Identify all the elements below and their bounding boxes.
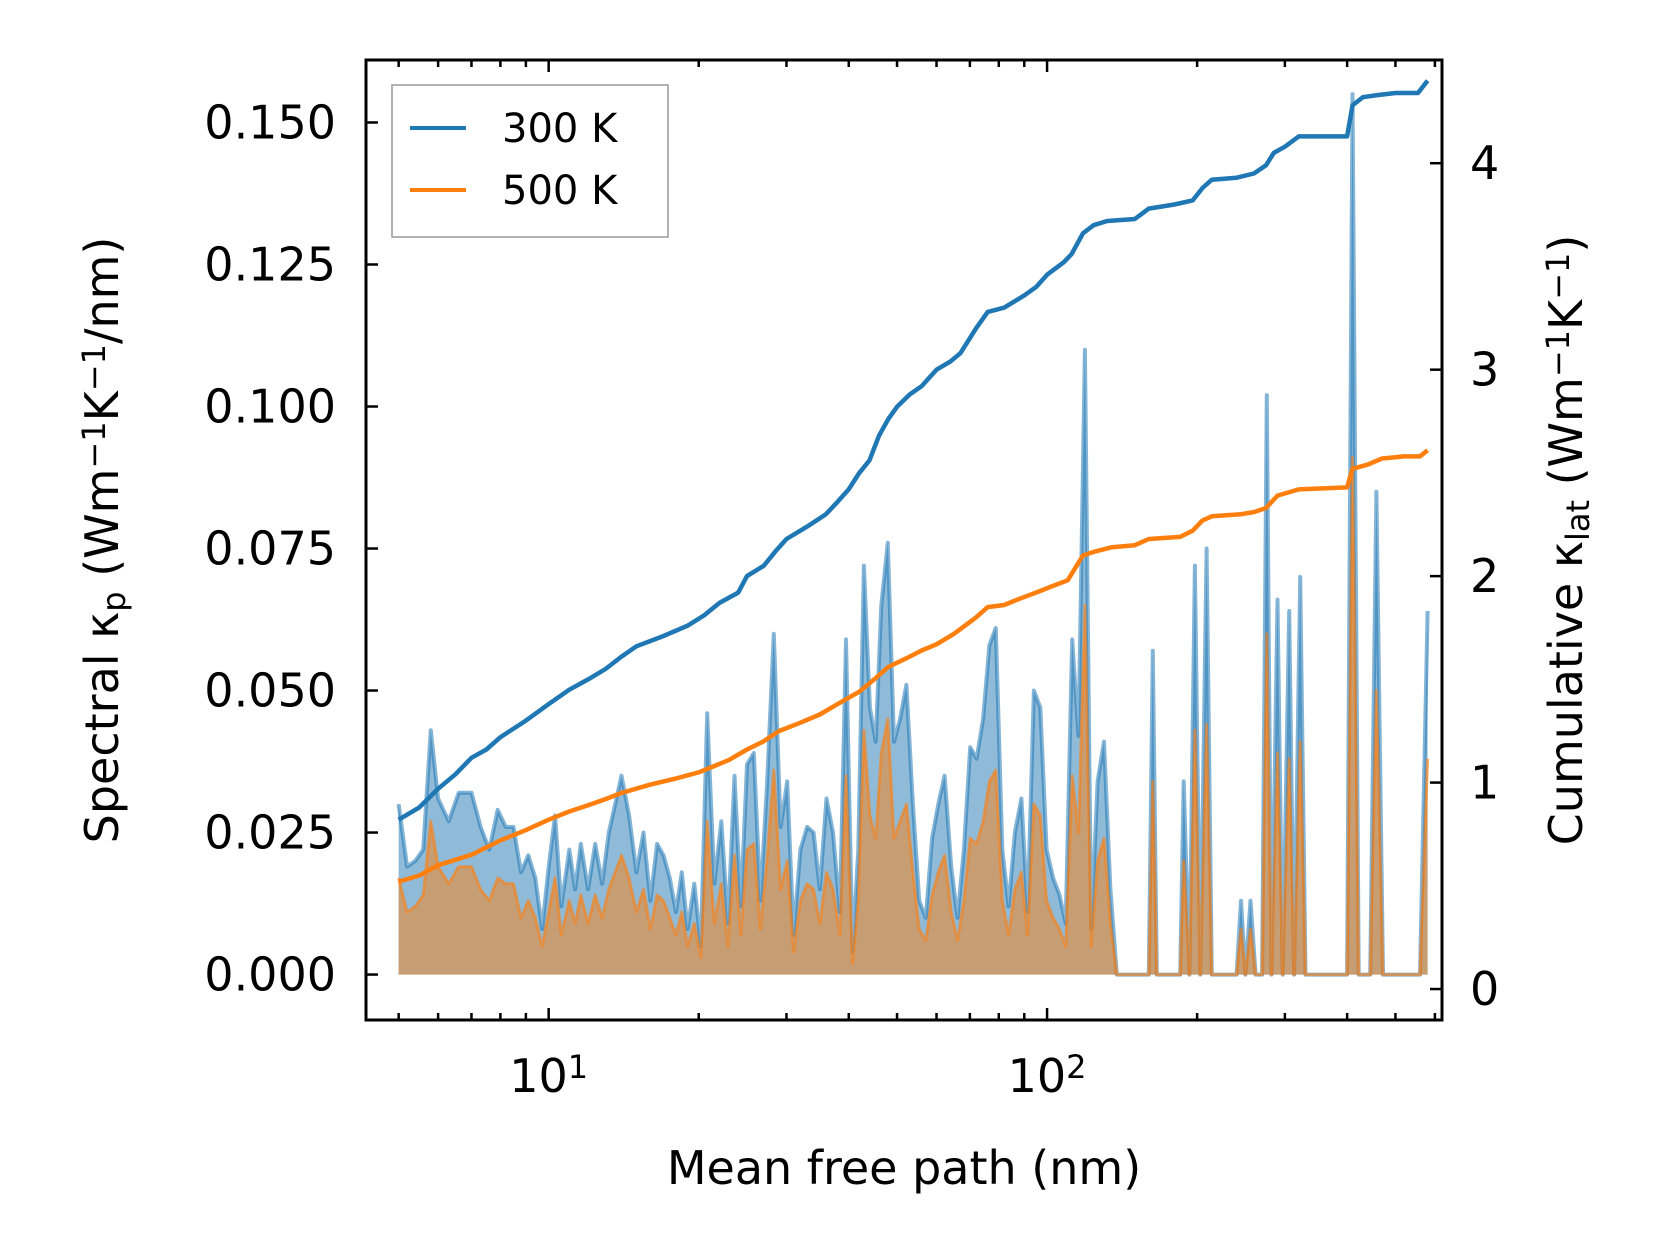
y-right-tick-label: 0 bbox=[1470, 962, 1499, 1016]
y-axis-left-title: Spectral κp (Wm−1K−1/nm) bbox=[75, 237, 133, 844]
legend-label-300k: 300 K bbox=[502, 106, 619, 152]
x-tick-label: 101 bbox=[509, 1048, 588, 1103]
x-tick-label: 102 bbox=[1008, 1048, 1087, 1103]
spectral-500k-area bbox=[398, 457, 1428, 975]
y-left-tick-label: 0.150 bbox=[204, 95, 336, 149]
y-left-tick-label: 0.075 bbox=[204, 522, 336, 576]
cumulative-500k-line bbox=[397, 448, 1430, 884]
legend-box bbox=[391, 84, 669, 238]
x-axis-title: Mean free path (nm) bbox=[667, 1141, 1141, 1195]
y-left-tick-label: 0.025 bbox=[204, 806, 336, 860]
y-right-tick-label: 2 bbox=[1470, 549, 1499, 603]
y-right-tick-label: 4 bbox=[1470, 136, 1499, 190]
y-left-tick-label: 0.100 bbox=[204, 380, 336, 434]
spectral-500k-line bbox=[397, 456, 1430, 977]
y-axis-right-title: Cumulative κlat (Wm−1K−1) bbox=[1539, 235, 1597, 846]
legend-label-500k: 500 K bbox=[502, 168, 619, 214]
legend: 300 K 500 K bbox=[391, 84, 669, 238]
plot-frame bbox=[364, 58, 1444, 1022]
spectral-300k-line bbox=[396, 92, 1430, 977]
cumulative-300k-line bbox=[397, 79, 1430, 822]
y-right-tick-label: 1 bbox=[1470, 756, 1499, 810]
y-left-tick-label: 0.125 bbox=[204, 237, 336, 291]
y-left-tick-label: 0.050 bbox=[204, 664, 336, 718]
y-right-tick-label: 3 bbox=[1470, 343, 1499, 397]
y-left-tick-label: 0.000 bbox=[204, 948, 336, 1002]
